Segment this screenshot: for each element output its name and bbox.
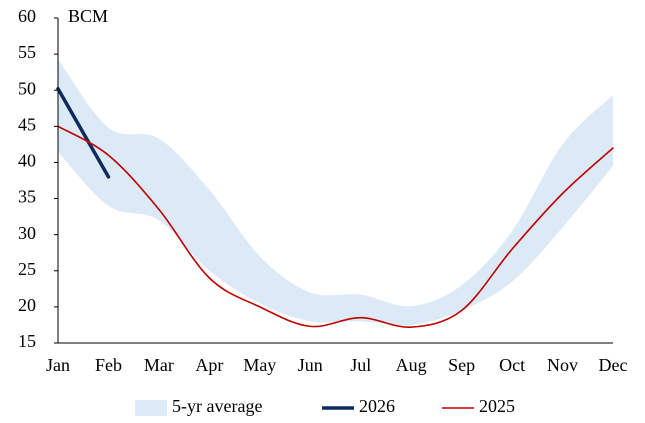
legend-label: 2025 <box>479 396 515 416</box>
x-tick-label: Aug <box>396 355 427 375</box>
x-tick-label: Jan <box>46 355 70 375</box>
x-tick-label: Feb <box>95 355 122 375</box>
y-tick-label: 35 <box>18 187 36 207</box>
y-tick-label: 30 <box>18 223 36 243</box>
x-tick-label: Dec <box>599 355 628 375</box>
x-tick-label: Sep <box>448 355 475 375</box>
y-tick-label: 50 <box>18 78 36 98</box>
y-tick-label: 40 <box>18 151 36 171</box>
x-tick-label: Apr <box>195 355 223 375</box>
y-tick-label: 20 <box>18 295 36 315</box>
x-tick-label: Oct <box>499 355 525 375</box>
legend-swatch <box>135 400 167 416</box>
x-tick-label: Mar <box>144 355 174 375</box>
line <box>57 125 614 328</box>
legend-label: 2026 <box>359 396 395 416</box>
y-tick-label: 15 <box>18 331 36 351</box>
legend-label: 5-yr average <box>172 396 262 416</box>
y-axis-label: BCM <box>68 6 108 26</box>
y-tick-label: 60 <box>18 6 36 26</box>
y-tick-label: 55 <box>18 42 36 62</box>
x-tick-label: Jun <box>298 355 323 375</box>
band-area <box>58 59 613 326</box>
x-tick-label: Jul <box>350 355 371 375</box>
line <box>56 87 111 179</box>
x-tick-label: Nov <box>547 355 578 375</box>
x-tick-label: May <box>243 355 276 375</box>
y-tick-label: 45 <box>18 114 36 134</box>
y-tick-label: 25 <box>18 259 36 279</box>
